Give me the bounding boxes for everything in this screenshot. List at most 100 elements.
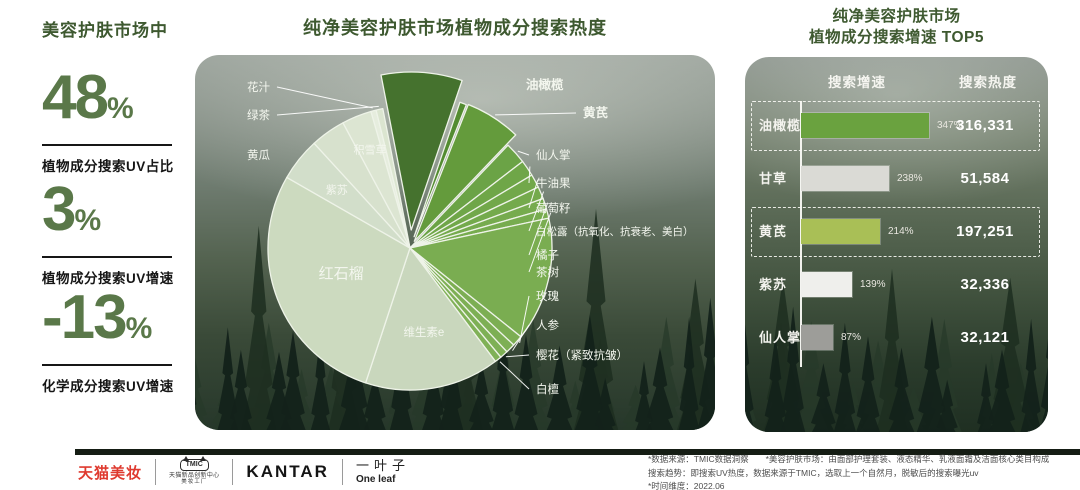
growth-bar [801,219,880,244]
pie-slice [413,103,517,242]
forest-tree [574,314,606,430]
bar-row-1: 油橄榄 347% 316,331 [751,101,1040,151]
pie-label: 紫苏 [326,184,348,197]
forest-background [745,268,1048,432]
pie-slice [375,107,411,249]
pie-label: 维生素e [403,325,444,339]
pie-label: 黄瓜 [247,148,270,162]
tmic-subname: 美妆工厂 [181,479,208,486]
footer-notes: *数据来源：TMIC数据洞察 *美容护肤市场：由面部护理套装、液态精华、乳液面霜… [648,453,1076,490]
pie-chart-title: 纯净美容护肤市场植物成分搜索热度 [303,18,607,38]
tmic-name: 天猫新品创新中心 [169,472,220,479]
bar-row-3: 黄芪 214% 197,251 [751,207,1040,257]
growth-bar [801,113,929,138]
pie-label: 黄芪 [583,105,609,120]
pie-leader-line [528,191,545,232]
forest-tree [594,377,616,430]
forest-tree [363,345,386,430]
pie-label: 花汁 [247,81,270,94]
ingredient-name: 甘草 [759,171,788,186]
pie-label: 积雪草 [354,143,387,156]
forest-tree [916,316,948,432]
kantar-logo: KANTAR [246,462,329,482]
stat-underline [42,144,172,146]
column-header-growth: 搜索增速 [828,75,886,90]
forest-tree [217,327,239,430]
forest-tree [856,336,881,432]
column-header-heat: 搜索热度 [959,75,1017,90]
pie-label: 仙人掌 [536,148,571,162]
growth-percent: 87% [841,332,862,343]
note-line: 搜索趋势：即搜索UV热度，数据来源于TMIC，选取上一个自然月，脱敏后的搜索曝光… [648,467,979,478]
pie-label: 绿茶 [247,108,270,122]
pie-label: 红石榴 [319,265,364,282]
forest-tree [195,357,210,430]
pie-label: 茶树 [536,265,559,279]
stat-label: 化学成分搜索UV增速 [42,379,174,394]
pie-leader-line [528,212,552,273]
tmic-cat-icon: TMIC [179,456,209,471]
forest-tree [241,225,277,430]
pie-slice [413,101,467,238]
pie-label: 玫瑰 [536,289,559,303]
growth-percent: 347% [937,120,963,131]
stat-underline [42,364,172,366]
bar-title-line1: 纯净美容护肤市场 [832,8,961,25]
note-line: *时间维度：2022.06 [648,481,725,490]
pie-label: 白松露（抗氧化、抗衰老、美白） [536,225,694,238]
pie-leader-line [528,179,539,209]
pie-slice [342,110,411,249]
ingredient-name: 紫苏 [759,277,788,292]
stat-value: 3% [42,175,102,244]
bar-chart-title: 纯净美容护肤市场 植物成分搜索增速 TOP5 [735,6,1058,48]
stat-value: -13% [42,283,153,352]
stat-underline [42,256,172,258]
forest-tree [678,316,700,430]
pie-slice [267,176,411,384]
pie-leader-line [517,150,530,156]
forest-tree [764,335,787,432]
forest-tree [280,331,306,430]
ingredient-name: 仙人掌 [759,330,802,345]
pie-leader-line [528,202,549,256]
oneleaf-en: One leaf [355,473,396,485]
pie-leader-line [512,324,530,351]
growth-bar [801,166,889,191]
heat-value: 51,584 [960,170,1010,187]
stat-plant-uv-share: 48% 植物成分搜索UV占比 [42,66,202,175]
forest-tree [491,320,515,430]
growth-percent: 238% [897,173,923,184]
forest-tree [780,306,806,432]
heat-value: 197,251 [956,223,1014,240]
pie-leader-line [528,166,531,184]
pie-label: 人参 [536,318,559,332]
pie-label: 牛油果 [536,176,571,190]
forest-tree [195,396,201,430]
growth-bar [801,325,833,350]
stat-label: 植物成分搜索UV增速 [42,271,174,286]
logo-separator [155,459,157,486]
pie-leader-line [499,361,530,390]
forest-tree [988,349,1016,432]
pie-leader-line [495,112,577,116]
footer-logos: 天猫美妆 TMIC 天猫新品创新中心 美妆工厂 KANTAR 一叶子 One l… [78,456,410,486]
stat-value: 48% [42,63,134,132]
logo-separator [232,459,234,486]
left-panel-title: 美容护肤市场中 [42,21,168,40]
pie-label: 葡萄籽 [536,202,571,215]
pie-label: 樱花（紧致抗皱） [536,348,628,362]
heat-value: 316,331 [956,117,1014,134]
forest-tree [469,361,494,430]
oneleaf-cn: 一叶子 [355,458,410,473]
forest-tree [697,297,715,430]
forest-tree [546,345,573,430]
forest-tree [811,363,836,432]
logo-separator [341,459,343,486]
growth-bar [801,272,852,297]
pie-chart-panel: 花汁 绿茶 油橄榄 黄芪 仙人掌 牛油果 葡萄籽 白松露（抗氧化、抗衰老、美白） 橘子 茶树 玫瑰人… [195,55,715,430]
pie-label: 橘子 [536,248,559,262]
pie-leader-line [276,86,373,109]
stat-plant-uv-growth: 3% 植物成分搜索UV增速 [42,178,202,287]
